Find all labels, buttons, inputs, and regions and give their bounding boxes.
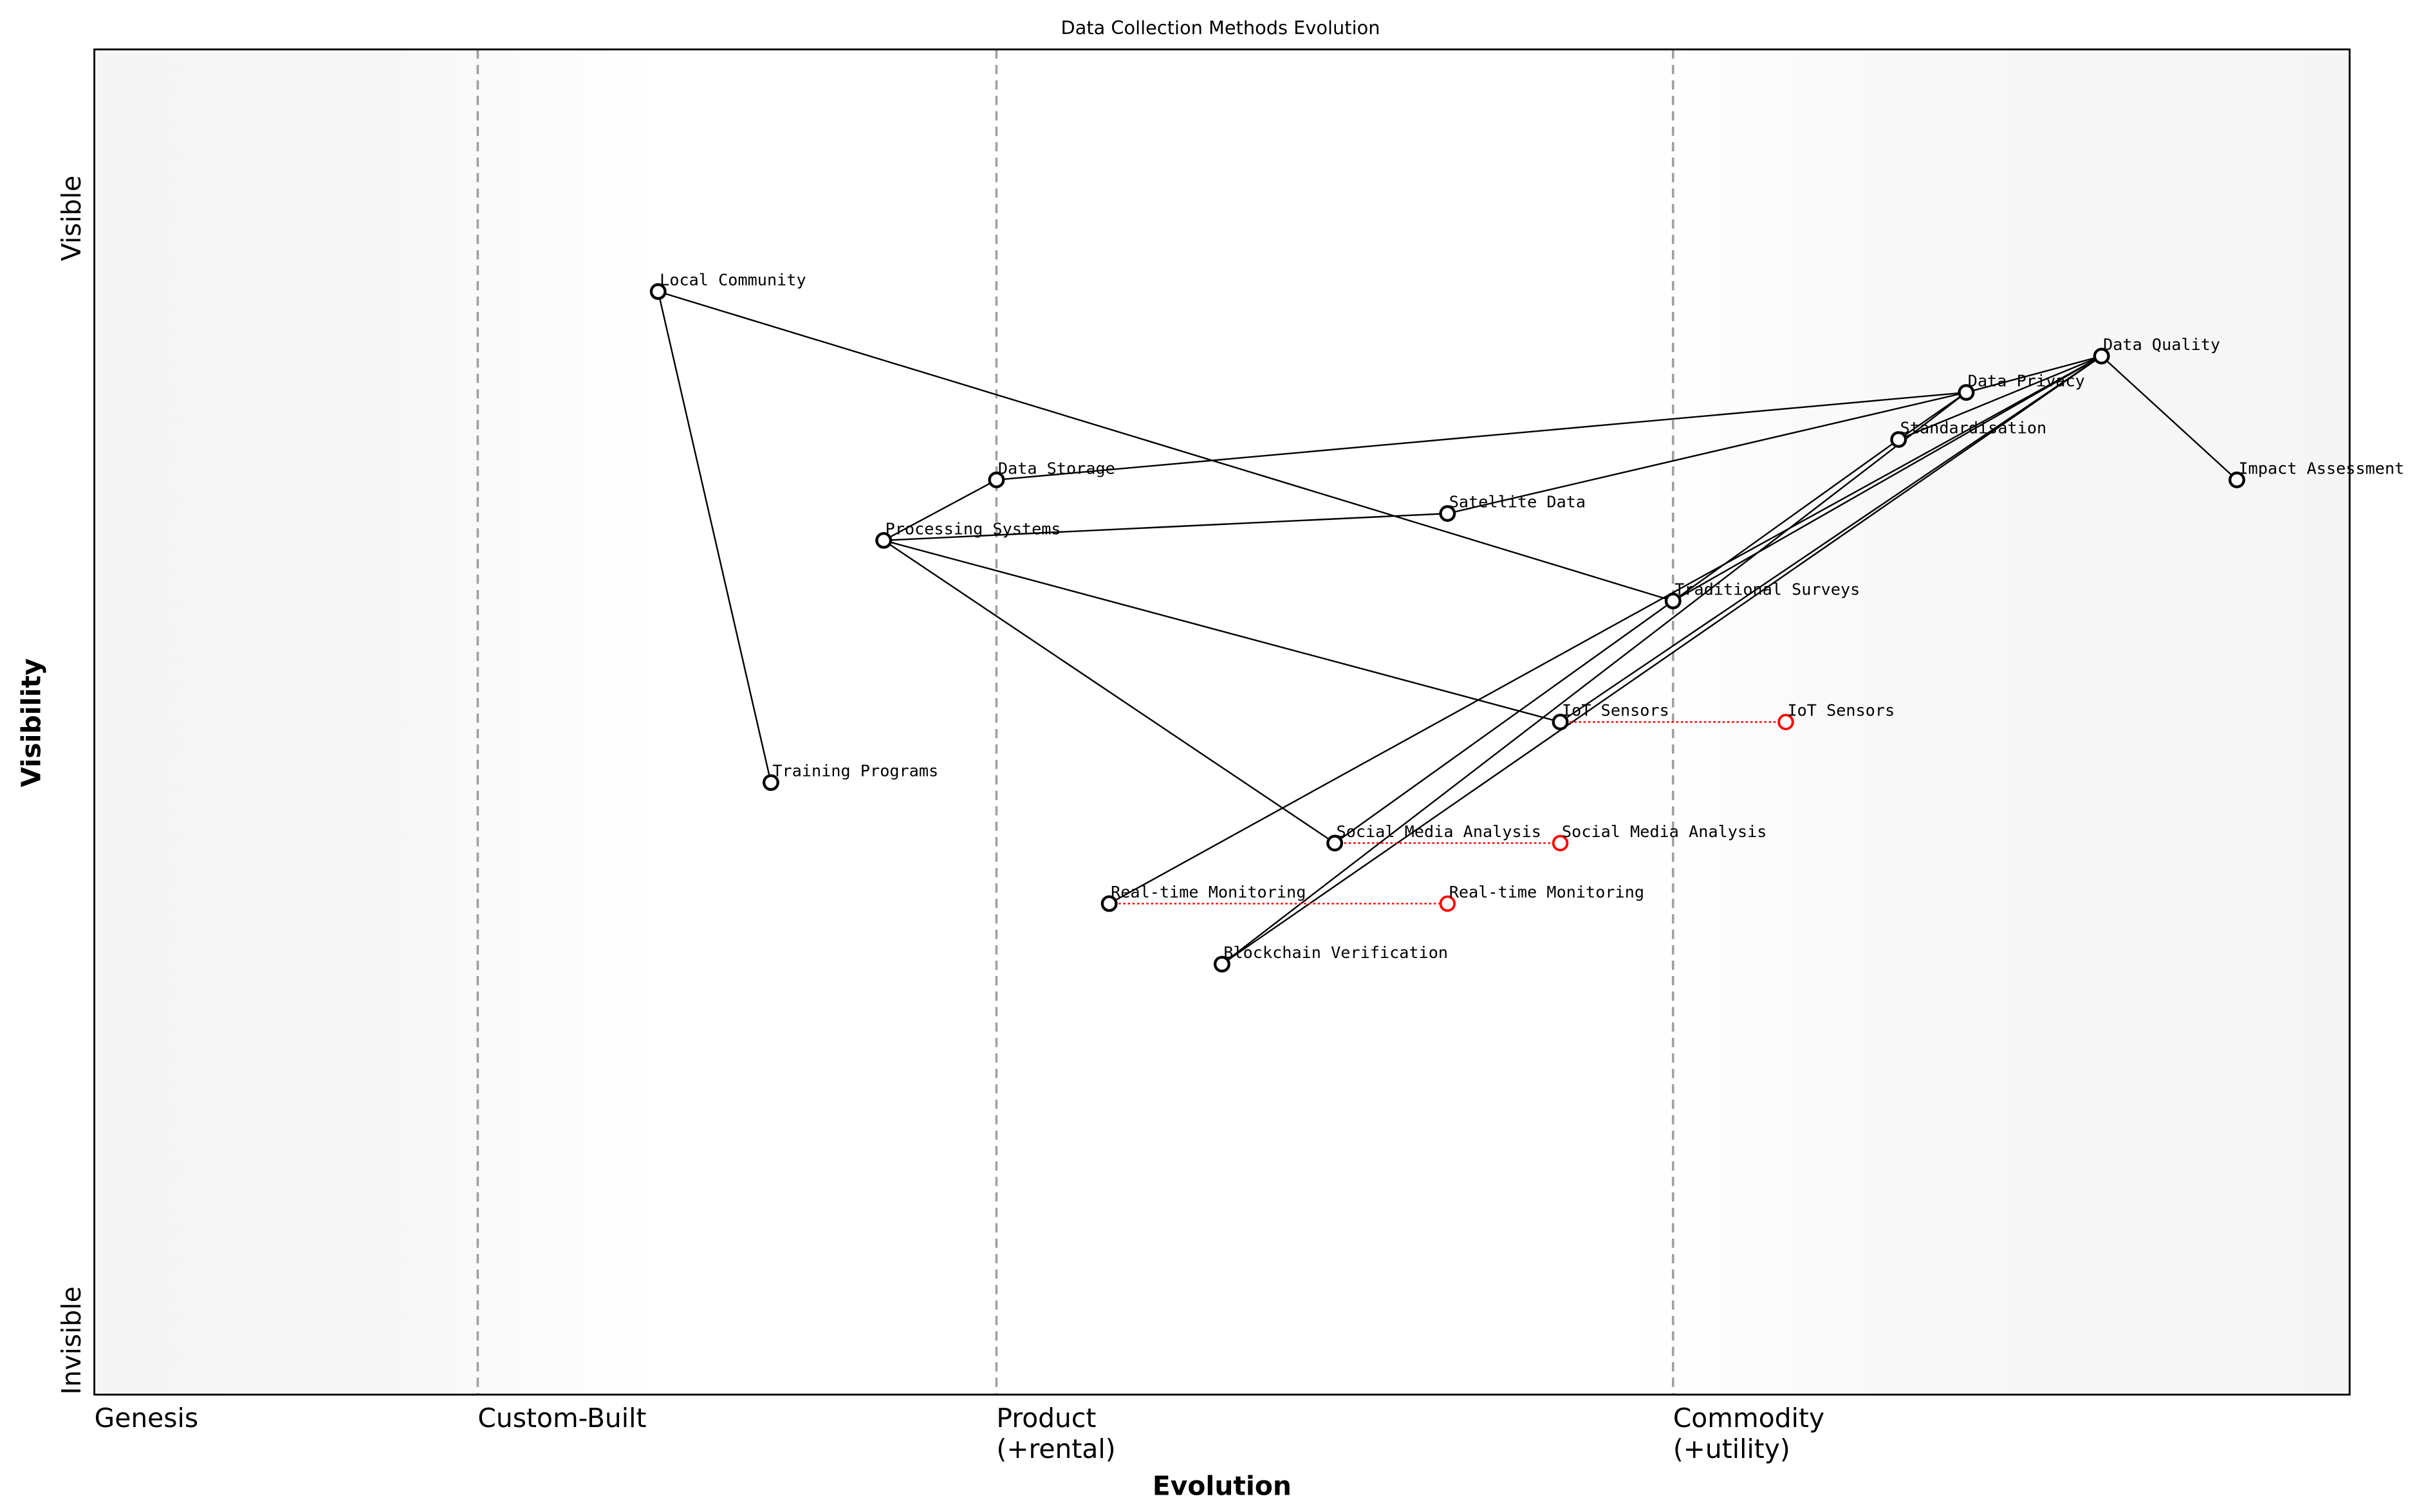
- dependency-link: [1898, 355, 2102, 441]
- evolved-component-marker: [1777, 714, 1794, 730]
- component-marker: [1890, 431, 1907, 448]
- evolved-component-label: Real-time Monitoring: [1449, 883, 1644, 901]
- evolved-component-marker: [1439, 895, 1456, 912]
- y-axis-label: Visibility: [16, 658, 47, 787]
- dependency-link: [1334, 439, 1899, 844]
- component-marker: [649, 283, 667, 300]
- x-tick-label: Genesis: [95, 1403, 199, 1434]
- component-label: IoT Sensors: [1562, 701, 1669, 720]
- dependency-link: [883, 479, 997, 541]
- dependency-link: [2100, 355, 2238, 481]
- evolved-component-label: Social Media Analysis: [1562, 822, 1766, 841]
- component-label: Data Quality: [2103, 335, 2220, 354]
- component-marker: [875, 531, 893, 549]
- dependency-link: [658, 291, 1674, 602]
- component-label: Local Community: [660, 271, 806, 290]
- evolved-component-label: IoT Sensors: [1787, 701, 1895, 720]
- plot-background: [94, 49, 2350, 1395]
- component-label: Satellite Data: [1449, 493, 1586, 512]
- component-label: Data Privacy: [1968, 371, 2085, 390]
- component-marker: [1100, 895, 1118, 912]
- component-label: Impact Assessment: [2238, 459, 2404, 477]
- component-label: Traditional Surveys: [1674, 580, 1860, 598]
- plot-frame: [93, 48, 2351, 1396]
- component-marker: [988, 471, 1005, 488]
- x-axis-label: Evolution: [1153, 1471, 1292, 1502]
- x-tick-label: Commodity (+utility): [1673, 1403, 1824, 1464]
- dependency-link: [883, 539, 1335, 844]
- dependency-link: [1673, 355, 2102, 602]
- component-label: Blockchain Verification: [1223, 943, 1448, 962]
- dependency-link: [657, 291, 772, 783]
- x-tick-label: Custom-Built: [477, 1403, 646, 1434]
- component-marker: [1664, 593, 1682, 609]
- y-tick-label: Visible: [56, 176, 87, 261]
- dependency-link: [1221, 392, 1967, 965]
- dependency-link: [1447, 391, 1967, 515]
- dependency-link: [1966, 355, 2102, 394]
- chart-title: Data Collection Methods Evolution: [1061, 17, 1380, 39]
- component-marker: [1326, 834, 1344, 852]
- component-label: Data Storage: [998, 459, 1115, 477]
- component-marker: [763, 774, 779, 791]
- dependency-link: [884, 512, 1448, 542]
- dependency-link: [883, 539, 1561, 723]
- component-marker: [1439, 505, 1456, 522]
- component-marker: [1958, 383, 1975, 401]
- component-marker: [1213, 955, 1230, 973]
- component-label: Training Programs: [772, 762, 938, 780]
- component-label: Processing Systems: [885, 519, 1061, 538]
- dependency-link: [1109, 355, 2102, 905]
- x-tick-label: Product (+rental): [996, 1403, 1115, 1464]
- dependency-link: [1559, 355, 2102, 723]
- component-marker: [2229, 471, 2245, 488]
- component-marker: [2093, 347, 2110, 365]
- y-tick-label: Invisible: [56, 1286, 87, 1394]
- dependency-link: [1221, 355, 2102, 965]
- component-label: Social Media Analysis: [1337, 822, 1541, 841]
- component-label: Standardisation: [1900, 419, 2046, 438]
- component-marker: [1552, 714, 1569, 731]
- component-label: Real-time Monitoring: [1111, 883, 1306, 901]
- dependency-link: [996, 391, 1967, 481]
- evolved-component-marker: [1552, 834, 1569, 852]
